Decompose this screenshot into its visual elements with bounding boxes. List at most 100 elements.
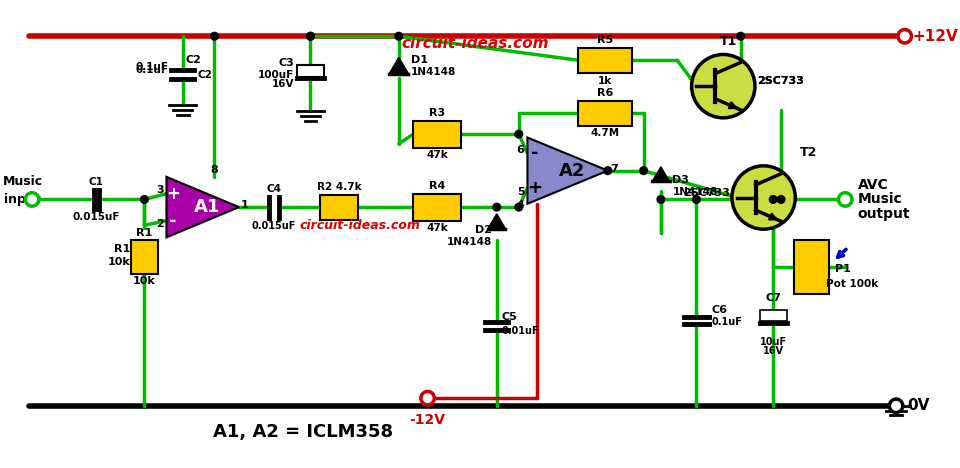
Text: C5: C5 (501, 312, 517, 322)
Text: T2: T2 (800, 146, 818, 159)
Text: output: output (857, 207, 910, 221)
Text: A1: A1 (194, 198, 220, 216)
Text: 2SC733: 2SC733 (756, 76, 804, 87)
FancyBboxPatch shape (794, 240, 828, 293)
Text: D1: D1 (411, 55, 428, 65)
Polygon shape (389, 58, 408, 73)
Text: R1: R1 (113, 244, 130, 255)
Text: 2SC733: 2SC733 (684, 188, 730, 197)
Text: 4: 4 (516, 200, 524, 210)
Text: 6: 6 (516, 145, 524, 154)
Circle shape (210, 32, 218, 40)
Text: 47k: 47k (426, 151, 448, 161)
Text: C4: C4 (267, 183, 281, 194)
Text: Music: Music (3, 175, 42, 188)
Text: 3: 3 (156, 185, 163, 195)
FancyBboxPatch shape (320, 195, 358, 219)
Text: 0.01uF: 0.01uF (501, 326, 540, 336)
Text: 16V: 16V (272, 79, 294, 89)
Text: R2 4.7k: R2 4.7k (317, 182, 362, 192)
Text: 0V: 0V (907, 398, 930, 413)
Circle shape (515, 203, 522, 211)
Circle shape (889, 399, 902, 413)
Text: Music: Music (857, 192, 902, 206)
FancyBboxPatch shape (297, 65, 324, 77)
Text: R3: R3 (429, 108, 445, 118)
FancyBboxPatch shape (759, 310, 786, 322)
Text: 0.1uF: 0.1uF (135, 62, 168, 72)
Circle shape (420, 391, 434, 405)
FancyBboxPatch shape (413, 194, 461, 220)
Circle shape (898, 29, 911, 43)
Text: 1: 1 (241, 200, 249, 210)
Circle shape (732, 166, 795, 229)
Text: R6: R6 (597, 88, 613, 98)
Text: 10k: 10k (133, 276, 156, 286)
Text: +: + (166, 185, 180, 203)
Text: 0.015uF: 0.015uF (73, 212, 120, 222)
Text: 10k: 10k (108, 257, 130, 267)
Polygon shape (166, 177, 239, 237)
Text: 47k: 47k (426, 223, 448, 234)
Text: +: + (528, 179, 542, 197)
Text: 2: 2 (156, 219, 163, 229)
Text: input: input (4, 193, 40, 206)
Circle shape (692, 196, 700, 203)
Text: 0.015uF: 0.015uF (252, 220, 297, 231)
Text: A1, A2 = ICLM358: A1, A2 = ICLM358 (213, 423, 393, 441)
Circle shape (140, 196, 148, 203)
Text: 2SC733: 2SC733 (756, 76, 804, 87)
Text: 5: 5 (516, 187, 524, 197)
Text: C2: C2 (197, 70, 212, 80)
Circle shape (769, 196, 777, 203)
Text: 1N4148: 1N4148 (411, 67, 457, 77)
Text: T1: T1 (719, 35, 736, 48)
FancyBboxPatch shape (131, 240, 157, 274)
Text: C1: C1 (89, 177, 104, 187)
Text: R1: R1 (136, 228, 153, 238)
Circle shape (691, 54, 755, 118)
Circle shape (515, 130, 522, 138)
Circle shape (306, 32, 314, 40)
FancyBboxPatch shape (578, 101, 632, 125)
Text: 1k: 1k (598, 76, 612, 86)
Text: R5: R5 (597, 35, 613, 45)
Circle shape (838, 193, 852, 206)
Polygon shape (652, 167, 669, 182)
Text: -: - (170, 212, 177, 230)
Circle shape (778, 196, 785, 203)
Circle shape (604, 167, 612, 175)
Text: circuit-ideas.com: circuit-ideas.com (402, 37, 549, 51)
Text: 0.1uF: 0.1uF (711, 317, 743, 327)
Text: D2: D2 (475, 225, 492, 235)
FancyBboxPatch shape (413, 121, 461, 147)
FancyBboxPatch shape (578, 48, 632, 73)
Text: 0.1uF: 0.1uF (135, 65, 168, 75)
Text: 1N4148: 1N4148 (446, 237, 492, 247)
Circle shape (395, 32, 402, 40)
Circle shape (306, 32, 314, 40)
Circle shape (492, 203, 500, 211)
Text: 4.7M: 4.7M (590, 128, 620, 139)
Circle shape (25, 193, 38, 206)
Circle shape (737, 32, 745, 40)
Text: R4: R4 (429, 181, 445, 191)
Text: 16V: 16V (762, 346, 783, 356)
Text: AVC: AVC (857, 178, 888, 192)
Polygon shape (488, 214, 505, 228)
Text: 7: 7 (611, 164, 618, 174)
Circle shape (657, 196, 664, 203)
Text: C3: C3 (278, 58, 294, 68)
Text: circuit-ideas.com: circuit-ideas.com (300, 219, 420, 232)
Text: C7: C7 (765, 293, 781, 303)
Text: C6: C6 (711, 305, 728, 315)
Text: P1: P1 (834, 263, 851, 274)
Text: A2: A2 (559, 161, 585, 180)
Polygon shape (527, 138, 608, 204)
Text: 10uF: 10uF (759, 336, 787, 347)
Text: Pot 100k: Pot 100k (826, 279, 878, 289)
Text: 100uF: 100uF (258, 70, 294, 80)
Text: -: - (532, 144, 539, 162)
Text: C2: C2 (185, 55, 202, 65)
Text: -12V: -12V (410, 413, 445, 426)
